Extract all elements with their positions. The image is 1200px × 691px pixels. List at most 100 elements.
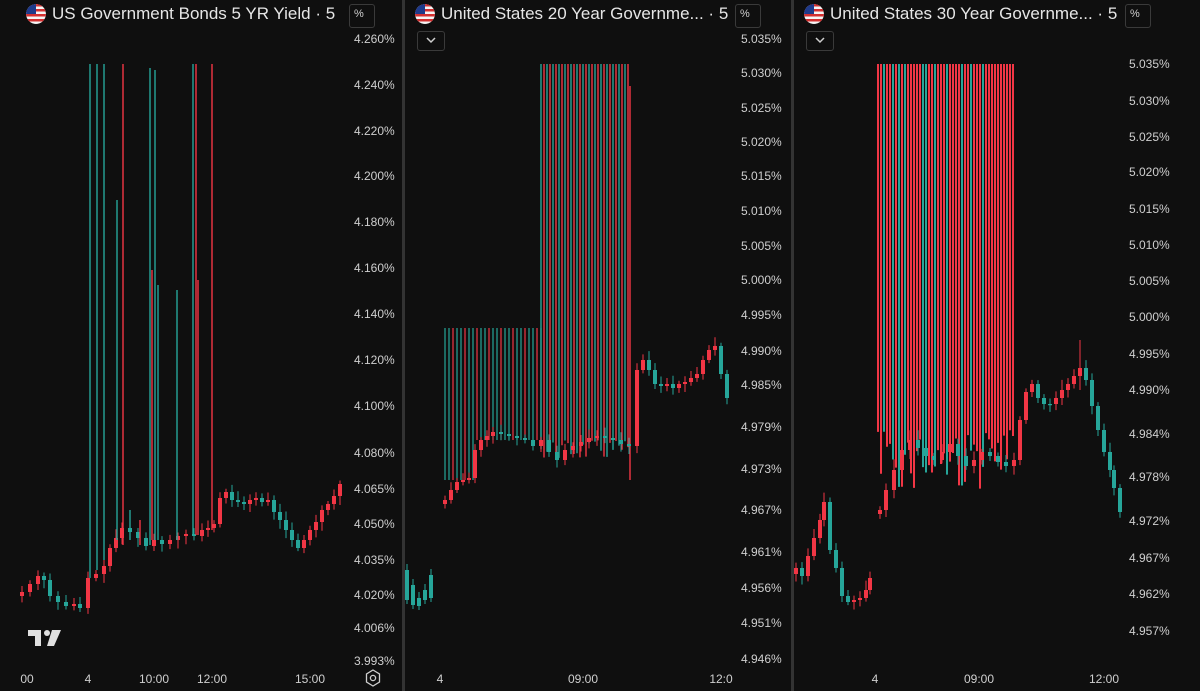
candle-body	[834, 550, 838, 568]
candle-body	[603, 436, 607, 438]
percent-scale-button[interactable]: %	[349, 4, 375, 28]
candle-body	[86, 578, 90, 608]
candle-body	[332, 496, 336, 504]
panel-divider[interactable]	[791, 0, 794, 691]
candle-body	[296, 540, 300, 548]
candle-body	[114, 538, 118, 548]
y-axis-tick-label: 5.000%	[741, 273, 782, 287]
candle-body	[677, 384, 681, 388]
candle-body	[1066, 384, 1070, 390]
candle-body	[485, 436, 489, 440]
x-axis-tick-label: 12:0	[709, 672, 733, 686]
candle-body	[1012, 460, 1016, 466]
candle-body	[284, 520, 288, 530]
y-axis-tick-label: 4.951%	[741, 616, 782, 630]
candle-body	[423, 590, 427, 600]
panel-divider[interactable]	[402, 0, 405, 691]
y-axis-tick-label: 5.030%	[741, 66, 782, 80]
candle-body	[1042, 398, 1046, 404]
us-flag-icon	[26, 4, 46, 24]
candle-body	[302, 540, 306, 548]
candle-body	[479, 440, 483, 450]
candlestick-plot-20yr[interactable]: 5.035% 5.030% 5.025% 5.020% 5.015% 5.010% 5.00…	[405, 0, 791, 691]
y-axis-tick-label: 4.065%	[354, 482, 395, 496]
candle-body	[555, 452, 559, 460]
candle-body	[864, 590, 868, 598]
candle-body	[206, 528, 210, 530]
chart-panel-20yr[interactable]: 5.035% 5.030% 5.025% 5.020% 5.015% 5.010% 5.00…	[405, 0, 791, 691]
candle-body	[868, 578, 872, 590]
candle-body	[619, 440, 623, 444]
candle-body	[579, 442, 583, 446]
y-axis-tick-label: 4.984%	[1129, 427, 1170, 441]
candle-body	[108, 548, 112, 566]
y-axis-tick-label: 5.005%	[741, 239, 782, 253]
candle-body	[818, 520, 822, 538]
y-axis-tick-label: 5.020%	[1129, 165, 1170, 179]
candle-body	[840, 568, 844, 596]
candle-body	[800, 568, 804, 576]
legend-toggle-button[interactable]	[417, 31, 445, 51]
y-axis-tick-label: 4.035%	[354, 553, 395, 567]
candle-body	[1096, 406, 1100, 430]
candle-body	[689, 378, 693, 382]
candle-body	[308, 530, 312, 540]
candle-body	[254, 498, 258, 500]
candle-body	[972, 460, 976, 466]
candle-body	[884, 490, 888, 510]
candle-body	[822, 502, 826, 520]
candlestick-plot-5yr[interactable]: 4.260% 4.240% 4.220% 4.200% 4.180% 4.160% 4.14…	[0, 0, 402, 691]
settings-icon[interactable]	[364, 669, 382, 687]
candle-body	[812, 538, 816, 556]
symbol-title: US Government Bonds 5 YR Yield · 5	[52, 4, 336, 23]
x-axis-tick-label: 09:00	[964, 672, 994, 686]
symbol-header-20yr[interactable]: United States 20 Year Governme... · 5	[415, 4, 728, 24]
candlestick-plot-30yr[interactable]: 5.035% 5.030% 5.025% 5.020% 5.015% 5.010% 5.00…	[794, 0, 1200, 691]
legend-toggle-button[interactable]	[806, 31, 834, 51]
candle-body	[120, 528, 124, 538]
y-axis-tick-label: 4.180%	[354, 215, 395, 229]
candle-body	[449, 490, 453, 500]
y-axis-tick-label: 5.020%	[741, 135, 782, 149]
candle-body	[1036, 384, 1040, 398]
candle-body	[725, 374, 729, 398]
chevron-down-icon	[815, 37, 825, 44]
candle-body	[647, 360, 651, 370]
candle-body	[326, 504, 330, 510]
candle-body	[1054, 398, 1058, 404]
candle-body	[102, 566, 106, 574]
symbol-header-30yr[interactable]: United States 30 Year Governme... · 5	[804, 4, 1117, 24]
x-axis-tick-label: 4	[437, 672, 444, 686]
y-axis-tick-label: 5.000%	[1129, 310, 1170, 324]
percent-scale-button[interactable]: %	[735, 4, 761, 28]
candle-body	[20, 592, 24, 596]
y-axis-tick-label: 5.015%	[741, 169, 782, 183]
candle-body	[473, 450, 477, 478]
y-axis-tick-label: 4.985%	[741, 378, 782, 392]
x-axis-tick-label: 12:00	[197, 672, 227, 686]
y-axis-tick-label: 5.035%	[741, 32, 782, 46]
chevron-down-icon	[426, 37, 436, 44]
candle-body	[916, 440, 920, 448]
candle-body	[168, 540, 172, 544]
candle-body	[467, 478, 471, 480]
candle-body	[659, 384, 663, 386]
y-axis-tick-label: 4.990%	[741, 344, 782, 358]
candle-body	[144, 538, 148, 546]
y-axis-tick-label: 4.972%	[1129, 514, 1170, 528]
candle-body	[1072, 376, 1076, 384]
y-axis-tick-label: 4.967%	[741, 503, 782, 517]
candle-body	[443, 500, 447, 504]
chart-panel-30yr[interactable]: 5.035% 5.030% 5.025% 5.020% 5.015% 5.010% 5.00…	[794, 0, 1200, 691]
tradingview-logo-icon[interactable]	[28, 628, 62, 648]
chart-panel-5yr[interactable]: 4.260% 4.240% 4.220% 4.200% 4.180% 4.160% 4.14…	[0, 0, 402, 691]
candle-body	[940, 452, 944, 460]
us-flag-icon	[415, 4, 435, 24]
y-axis-tick-label: 4.962%	[1129, 587, 1170, 601]
symbol-header-5yr[interactable]: US Government Bonds 5 YR Yield · 5	[26, 4, 335, 24]
percent-scale-button[interactable]: %	[1125, 4, 1151, 28]
x-axis-tick-label: 15:00	[295, 672, 325, 686]
candle-body	[539, 440, 543, 446]
candle-body	[56, 596, 60, 602]
candle-body	[278, 512, 282, 520]
